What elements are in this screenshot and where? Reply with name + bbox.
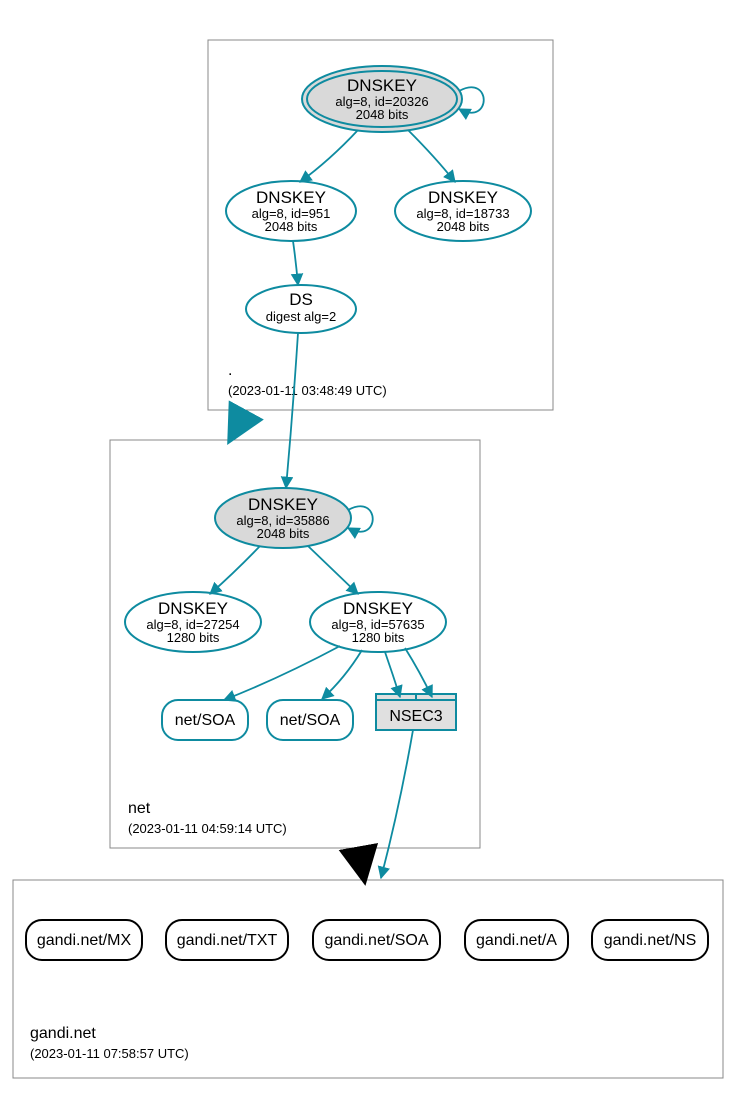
root_zsk1: DNSKEYalg=8, id=9512048 bits [226, 181, 356, 241]
root_zsk2: DNSKEYalg=8, id=187332048 bits [395, 181, 531, 241]
svg-text:DNSKEY: DNSKEY [256, 188, 326, 207]
nsec3: NSEC3 [376, 694, 456, 730]
net_zsk1: DNSKEYalg=8, id=272541280 bits [125, 592, 261, 652]
svg-text:2048 bits: 2048 bits [437, 219, 490, 234]
svg-text:2048 bits: 2048 bits [257, 526, 310, 541]
svg-text:.: . [228, 362, 232, 379]
edge-netzsk2_to_nsec_a [385, 652, 400, 697]
svg-text:gandi.net/NS: gandi.net/NS [604, 932, 697, 949]
svg-text:DNSKEY: DNSKEY [428, 188, 498, 207]
edge-netzsk2_to_nsec_b [405, 648, 432, 697]
edge-nsec_to_gandi [381, 730, 413, 878]
edge-root_to_net_zone [231, 416, 243, 438]
edge-net_to_gandi_zone [359, 850, 364, 878]
svg-text:2048 bits: 2048 bits [265, 219, 318, 234]
svg-text:(2023-01-11 04:59:14 UTC): (2023-01-11 04:59:14 UTC) [128, 821, 287, 836]
net_ksk: DNSKEYalg=8, id=358862048 bits [215, 488, 351, 548]
svg-text:DNSKEY: DNSKEY [347, 76, 417, 95]
edge-zsk1_to_ds [293, 241, 298, 285]
svg-text:DS: DS [289, 290, 313, 309]
root_ksk: DNSKEYalg=8, id=203262048 bits [302, 66, 462, 132]
root_ds: DSdigest alg=2 [246, 285, 356, 333]
edge-netzsk2_to_soa2 [322, 650, 362, 699]
svg-text:gandi.net/MX: gandi.net/MX [37, 932, 132, 949]
svg-text:gandi.net/TXT: gandi.net/TXT [177, 932, 278, 949]
edge-netzsk2_to_soa1 [224, 646, 340, 700]
net_zsk2: DNSKEYalg=8, id=576351280 bits [310, 592, 446, 652]
edge-netksk_to_zsk1 [210, 546, 260, 594]
svg-text:DNSKEY: DNSKEY [248, 495, 318, 514]
svg-text:(2023-01-11 03:48:49 UTC): (2023-01-11 03:48:49 UTC) [228, 383, 387, 398]
svg-text:net: net [128, 800, 151, 817]
edge-netksk_to_zsk2 [308, 546, 358, 594]
svg-text:DNSKEY: DNSKEY [343, 599, 413, 618]
svg-text:DNSKEY: DNSKEY [158, 599, 228, 618]
svg-text:digest alg=2: digest alg=2 [266, 309, 336, 324]
svg-text:net/SOA: net/SOA [175, 712, 236, 729]
svg-text:1280 bits: 1280 bits [352, 630, 405, 645]
svg-text:net/SOA: net/SOA [280, 712, 341, 729]
svg-text:1280 bits: 1280 bits [167, 630, 220, 645]
svg-text:2048 bits: 2048 bits [356, 107, 409, 122]
edge-root_to_zsk1 [300, 130, 358, 182]
svg-text:gandi.net: gandi.net [30, 1025, 96, 1042]
svg-text:gandi.net/SOA: gandi.net/SOA [324, 932, 428, 949]
svg-text:gandi.net/A: gandi.net/A [476, 932, 557, 949]
svg-text:NSEC3: NSEC3 [389, 708, 442, 725]
edge-root_to_zsk2 [408, 130, 455, 182]
svg-text:(2023-01-11 07:58:57 UTC): (2023-01-11 07:58:57 UTC) [30, 1046, 189, 1061]
